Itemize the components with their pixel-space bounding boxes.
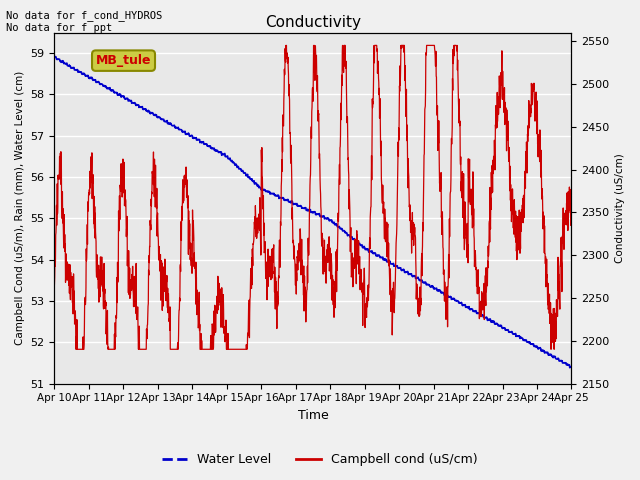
Y-axis label: Campbell Cond (uS/m), Rain (mm), Water Level (cm): Campbell Cond (uS/m), Rain (mm), Water L… [15, 71, 25, 345]
X-axis label: Time: Time [298, 409, 328, 422]
Text: MB_tule: MB_tule [96, 54, 151, 67]
Y-axis label: Conductivity (uS/cm): Conductivity (uS/cm) [615, 153, 625, 263]
Title: Conductivity: Conductivity [265, 15, 361, 30]
Text: No data for f_cond_HYDROS
No data for f_ppt: No data for f_cond_HYDROS No data for f_… [6, 10, 163, 33]
Legend: Water Level, Campbell cond (uS/cm): Water Level, Campbell cond (uS/cm) [157, 448, 483, 471]
